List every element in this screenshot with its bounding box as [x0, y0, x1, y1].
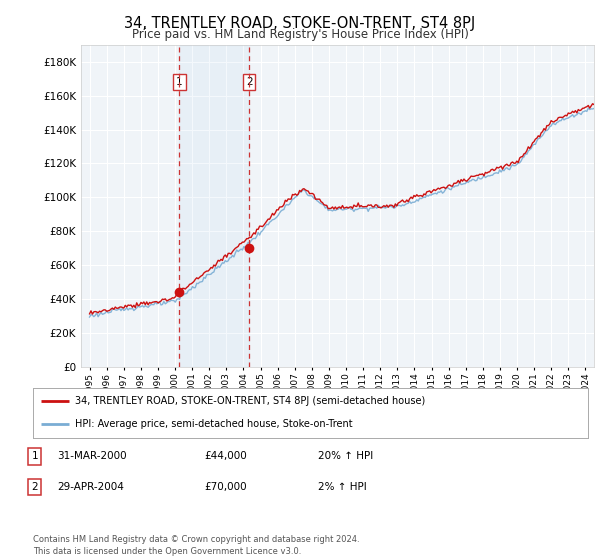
Text: 34, TRENTLEY ROAD, STOKE-ON-TRENT, ST4 8PJ (semi-detached house): 34, TRENTLEY ROAD, STOKE-ON-TRENT, ST4 8… [74, 396, 425, 406]
Text: 29-APR-2004: 29-APR-2004 [57, 482, 124, 492]
Text: Price paid vs. HM Land Registry's House Price Index (HPI): Price paid vs. HM Land Registry's House … [131, 28, 469, 41]
Text: £44,000: £44,000 [204, 451, 247, 461]
Text: 2: 2 [246, 77, 253, 87]
Text: 31-MAR-2000: 31-MAR-2000 [57, 451, 127, 461]
Text: HPI: Average price, semi-detached house, Stoke-on-Trent: HPI: Average price, semi-detached house,… [74, 419, 352, 430]
Bar [179, 45, 249, 367]
Text: 2: 2 [31, 482, 38, 492]
Text: 20% ↑ HPI: 20% ↑ HPI [318, 451, 373, 461]
Text: £70,000: £70,000 [204, 482, 247, 492]
Text: 34, TRENTLEY ROAD, STOKE-ON-TRENT, ST4 8PJ: 34, TRENTLEY ROAD, STOKE-ON-TRENT, ST4 8… [124, 16, 476, 31]
Text: 2% ↑ HPI: 2% ↑ HPI [318, 482, 367, 492]
Text: 1: 1 [31, 451, 38, 461]
Text: Contains HM Land Registry data © Crown copyright and database right 2024.
This d: Contains HM Land Registry data © Crown c… [33, 535, 359, 556]
Text: 1: 1 [176, 77, 182, 87]
